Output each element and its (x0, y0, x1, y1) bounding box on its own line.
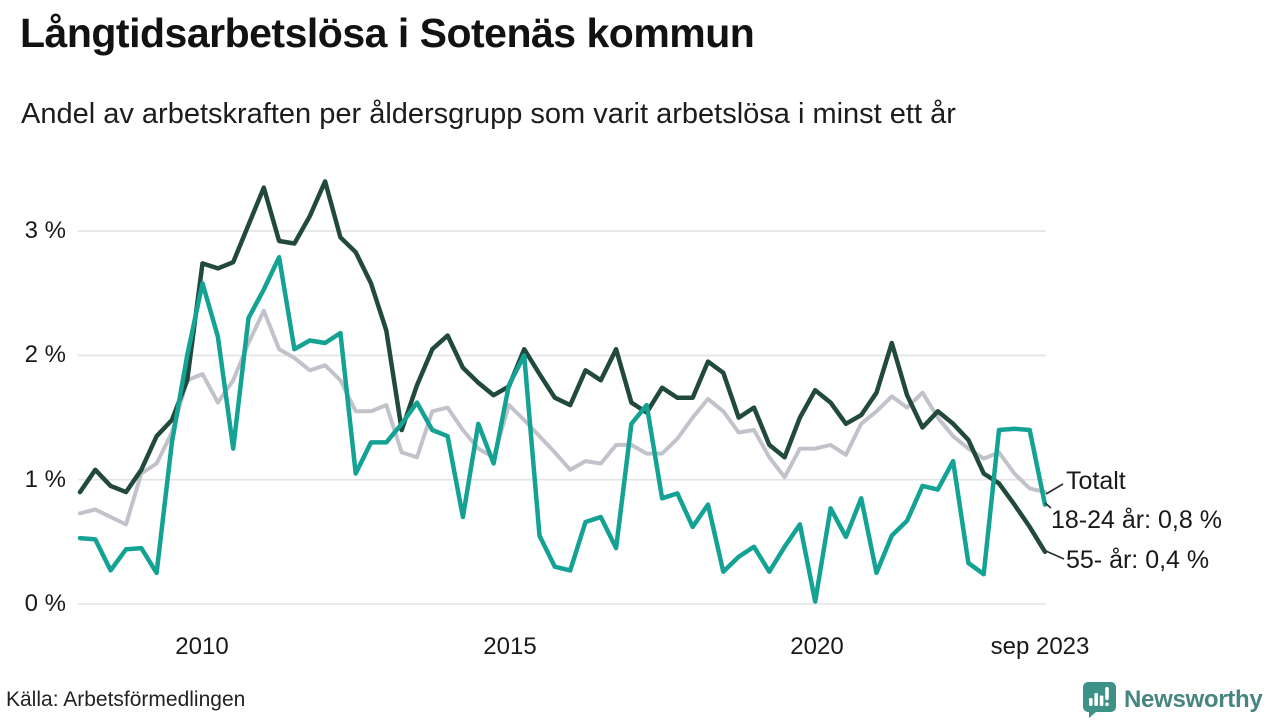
newsworthy-brand: Newsworthy (1082, 681, 1263, 718)
label-leader-1 (1044, 502, 1052, 509)
chart-line-18-24-r (77, 254, 1048, 604)
series-label-totalt: Totalt (1066, 467, 1126, 495)
y-tick-2: 2 % (24, 341, 66, 368)
page-title: Långtidsarbetslösa i Sotenäs kommun (20, 10, 755, 56)
label-leader-0 (1045, 483, 1064, 495)
newsworthy-wordmark: Newsworthy (1124, 685, 1263, 713)
x-tick-2015: 2015 (483, 633, 537, 660)
newsworthy-logo-icon (1082, 681, 1117, 718)
x-tick-2010: 2010 (175, 633, 229, 660)
series-label-18-24: 18-24 år: 0,8 % (1051, 506, 1222, 534)
source-caption: Källa: Arbetsförmedlingen (6, 688, 246, 711)
x-tick-sep-2023: sep 2023 (990, 633, 1090, 660)
y-tick-1: 1 % (24, 466, 66, 493)
chart-line-55-r (77, 179, 1048, 555)
series-label-55plus: 55- år: 0,4 % (1066, 546, 1210, 574)
y-tick-0: 0 % (24, 590, 66, 617)
x-tick-2020: 2020 (790, 633, 844, 660)
chart-subtitle: Andel av arbetskraften per åldersgrupp s… (21, 98, 956, 130)
y-tick-3: 3 % (24, 217, 66, 244)
label-leader-2 (1045, 550, 1065, 560)
chart-line-totalt (78, 308, 1047, 527)
